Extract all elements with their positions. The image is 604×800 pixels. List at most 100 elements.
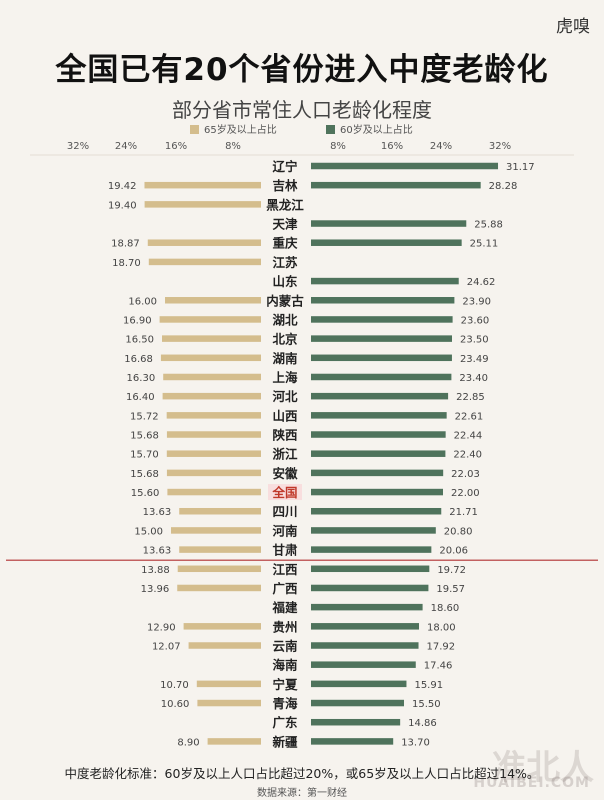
bar-65 <box>166 431 261 438</box>
bar-65 <box>148 258 261 266</box>
bar-60 <box>311 450 446 457</box>
value-label-65: 15.68 <box>130 469 159 480</box>
bar-60 <box>311 661 416 668</box>
category-label: 宁夏 <box>272 677 298 692</box>
axis-tick-right: 24% <box>430 141 452 152</box>
value-label-60: 23.50 <box>460 335 489 346</box>
legend-swatch-65 <box>190 125 199 134</box>
value-label-65: 19.40 <box>108 200 137 211</box>
value-label-60: 25.11 <box>470 239 499 250</box>
bar-60 <box>311 354 452 362</box>
value-label-60: 23.49 <box>460 354 489 365</box>
bar-65 <box>177 584 261 592</box>
category-label: 河北 <box>272 389 298 404</box>
category-label: 云南 <box>272 639 298 654</box>
category-label: 江苏 <box>272 255 298 270</box>
bar-60 <box>311 412 447 419</box>
bar-60 <box>311 181 481 189</box>
value-label-65: 18.70 <box>112 258 141 269</box>
watermark-sub: HUAIBEI.COM <box>473 775 590 791</box>
footer-note: 中度老龄化标准：60岁及以上人口占比超过20%，或65岁及以上人口占比超过14%… <box>64 766 540 781</box>
value-label-65: 10.70 <box>160 680 189 691</box>
value-label-60: 22.40 <box>453 450 482 461</box>
bar-65 <box>147 239 261 246</box>
value-label-65: 10.60 <box>161 699 190 710</box>
value-label-65: 12.07 <box>152 642 181 653</box>
value-label-65: 15.70 <box>130 450 159 461</box>
category-label: 四川 <box>272 504 297 519</box>
bar-60 <box>311 277 459 285</box>
category-label: 辽宁 <box>272 159 297 174</box>
value-label-60: 18.60 <box>431 603 460 614</box>
bar-60 <box>311 373 452 381</box>
bar-60 <box>311 546 432 553</box>
value-label-60: 22.00 <box>451 488 480 499</box>
bar-65 <box>144 181 261 189</box>
value-label-65: 16.40 <box>126 392 155 403</box>
bar-65 <box>179 507 261 515</box>
bar-60 <box>311 488 443 496</box>
value-label-60: 25.88 <box>474 220 503 231</box>
page-title: 全国已有20个省份进入中度老龄化 <box>55 52 549 88</box>
value-label-60: 22.85 <box>456 392 485 403</box>
category-label: 福建 <box>271 600 298 615</box>
value-label-60: 17.46 <box>424 661 453 672</box>
value-label-65: 16.68 <box>124 354 153 365</box>
bar-65 <box>197 699 261 707</box>
value-label-65: 16.90 <box>123 315 152 326</box>
category-label: 海南 <box>272 658 298 673</box>
value-label-65: 15.60 <box>131 488 160 499</box>
category-label: 吉林 <box>272 178 298 193</box>
category-label: 北京 <box>272 332 298 347</box>
category-label: 重庆 <box>272 236 298 251</box>
axis-tick-right: 8% <box>330 141 346 152</box>
bar-60 <box>311 239 462 246</box>
value-label-60: 15.91 <box>414 680 443 691</box>
bar-65 <box>159 316 261 323</box>
bar-60 <box>311 680 407 688</box>
bar-60 <box>311 392 449 400</box>
value-label-65: 19.42 <box>108 181 137 192</box>
category-label: 湖北 <box>272 312 298 327</box>
value-label-65: 15.00 <box>134 526 163 537</box>
value-label-65: 16.30 <box>127 373 156 384</box>
value-label-65: 13.96 <box>141 584 170 595</box>
value-label-65: 15.72 <box>130 411 159 422</box>
value-label-65: 16.00 <box>128 296 157 307</box>
category-label: 陕西 <box>272 428 297 443</box>
value-label-60: 17.92 <box>427 642 456 653</box>
bar-65 <box>162 392 261 400</box>
value-label-60: 19.57 <box>436 584 465 595</box>
bar-60 <box>311 507 442 515</box>
bar-65 <box>166 450 261 457</box>
value-label-60: 13.70 <box>401 737 430 748</box>
bar-60 <box>311 642 419 649</box>
value-label-65: 13.63 <box>143 507 172 518</box>
bar-65 <box>163 373 261 381</box>
category-label: 天津 <box>272 217 298 232</box>
value-label-60: 21.71 <box>449 507 478 518</box>
value-label-60: 20.06 <box>439 546 468 557</box>
bar-60 <box>311 603 423 611</box>
category-label: 湖南 <box>272 351 298 366</box>
value-label-65: 13.63 <box>143 546 172 557</box>
bar-60 <box>311 565 430 573</box>
value-label-65: 8.90 <box>177 737 199 748</box>
bar-60 <box>311 220 467 227</box>
highlight-bg <box>268 484 302 501</box>
bar-60 <box>311 623 419 630</box>
category-label: 甘肃 <box>272 543 298 558</box>
bar-60 <box>311 431 446 438</box>
value-label-60: 15.50 <box>412 699 441 710</box>
bar-65 <box>196 680 261 688</box>
value-label-65: 12.90 <box>147 622 176 633</box>
footer-source: 数据来源：第一财经 <box>257 788 347 799</box>
bar-65 <box>188 642 261 649</box>
bar-60 <box>311 469 444 477</box>
axis-tick-left: 16% <box>165 141 187 152</box>
category-label: 全国 <box>271 485 297 500</box>
watermark: 准北人 <box>492 748 594 788</box>
category-label: 黑龙江 <box>266 197 304 212</box>
bar-60 <box>311 316 453 323</box>
category-label: 青海 <box>272 696 298 711</box>
